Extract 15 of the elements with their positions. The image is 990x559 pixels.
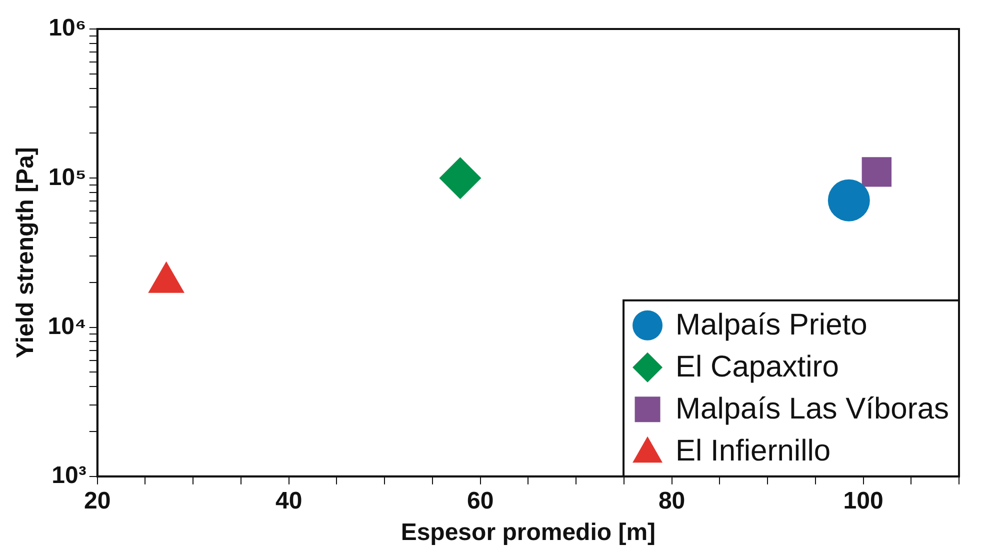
x-axis-title: Espesor promedio [m] (400, 519, 656, 546)
legend-label: Malpaís Prieto (676, 308, 868, 342)
legend-label: El Capaxtiro (676, 350, 839, 384)
legend-label: Malpaís Las Víboras (676, 392, 950, 426)
x-tick-label: 80 (658, 487, 686, 514)
y-tick-label: 10⁵ (48, 164, 86, 191)
y-axis-title: Yield strength [Pa] (12, 147, 40, 358)
x-tick-label: 100 (843, 487, 884, 514)
y-tick-label: 10⁴ (48, 312, 86, 340)
legend-label: El Infiernillo (676, 434, 831, 468)
x-tick-label: 40 (275, 487, 302, 514)
x-tick-label: 60 (466, 487, 494, 514)
y-tick-label: 10³ (52, 462, 86, 490)
y-tick-label: 10⁶ (48, 14, 86, 42)
x-tick-label: 20 (84, 487, 111, 514)
